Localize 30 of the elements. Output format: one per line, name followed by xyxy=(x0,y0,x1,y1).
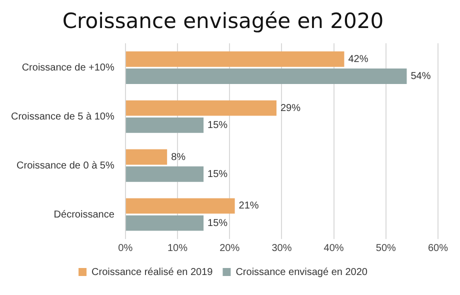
chart-title: Croissance envisagée en 2020 xyxy=(62,9,384,34)
x-tick-label: 60% xyxy=(428,242,448,254)
data-label: 15% xyxy=(208,218,228,229)
bar xyxy=(126,51,344,67)
x-tick-label: 50% xyxy=(376,242,396,254)
x-tick-label: 10% xyxy=(167,242,188,254)
bar xyxy=(126,117,204,133)
bar xyxy=(126,215,204,231)
legend-label: Croissance réalisé en 2019 xyxy=(92,266,214,278)
data-label: 8% xyxy=(171,152,186,163)
data-label: 21% xyxy=(238,200,259,212)
legend-label: Croissance envisagé en 2020 xyxy=(236,266,368,278)
bar xyxy=(126,68,407,84)
data-label: 54% xyxy=(410,70,431,82)
y-tick-label: Décroissance xyxy=(54,209,115,220)
bar xyxy=(126,149,168,165)
bar xyxy=(126,100,276,116)
data-label: 42% xyxy=(348,54,368,65)
y-tick-label: Croissance de 5 à 10% xyxy=(10,111,114,122)
bar xyxy=(126,198,235,214)
data-label: 15% xyxy=(208,120,228,131)
bar xyxy=(126,166,204,182)
x-tick-label: 40% xyxy=(324,242,344,254)
y-tick-label: Croissance de +10% xyxy=(22,62,114,74)
y-tick-label: Croissance de 0 à 5% xyxy=(16,160,114,172)
x-tick-label: 30% xyxy=(272,242,292,254)
x-tick-label: 0% xyxy=(118,242,133,254)
data-label: 15% xyxy=(208,168,228,180)
data-label: 29% xyxy=(280,102,301,114)
x-tick-label: 20% xyxy=(220,242,240,254)
